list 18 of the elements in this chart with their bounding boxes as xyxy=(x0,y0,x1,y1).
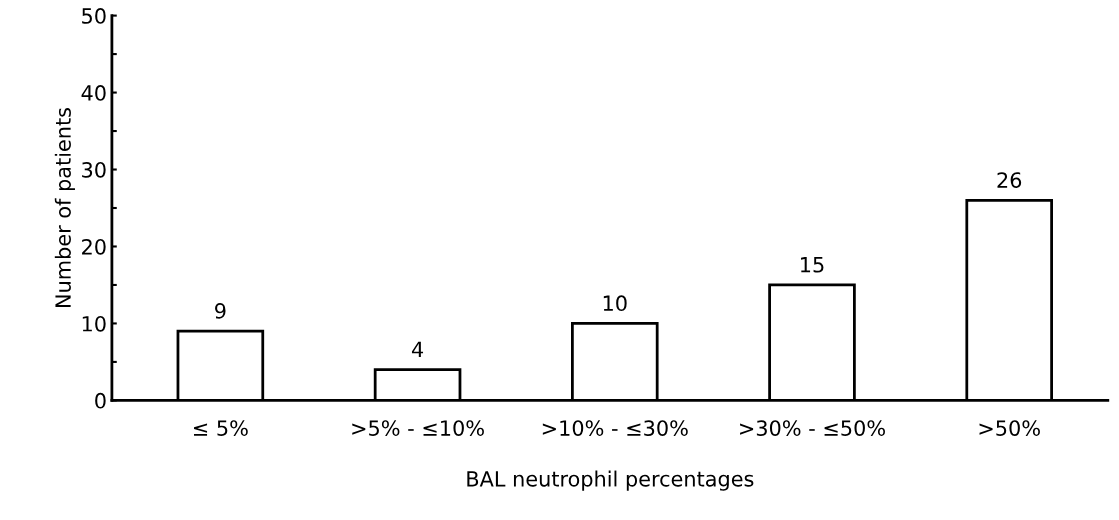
x-tick-label: >5% - ≤10% xyxy=(352,420,484,436)
y-tick-label: 40 xyxy=(81,85,106,101)
data-label: 15 xyxy=(801,257,824,273)
x-tick-label: >10% - ≤30% xyxy=(542,420,688,436)
data-label: 26 xyxy=(997,172,1022,188)
data-label: 4 xyxy=(411,341,424,357)
y-tick-label: 0 xyxy=(95,392,106,409)
x-axis-title: BAL neutrophil percentages xyxy=(467,470,754,491)
y-tick-label: 10 xyxy=(82,315,106,332)
y-axis-title: Number of patients xyxy=(54,108,75,307)
data-label: 10 xyxy=(603,295,627,312)
y-tick-label: 30 xyxy=(82,161,106,178)
y-tick-label: 20 xyxy=(82,238,106,255)
x-tick-label: ≤ 5% xyxy=(194,420,248,436)
y-tick-label: 50 xyxy=(82,8,106,24)
x-tick-label: >50% xyxy=(979,420,1040,436)
x-tick-label: >30% - ≤50% xyxy=(740,420,885,436)
data-label: 9 xyxy=(215,303,226,319)
